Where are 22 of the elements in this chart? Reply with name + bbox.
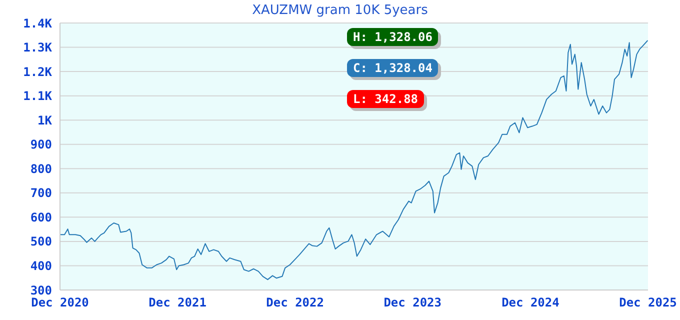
y-tick-label: 1.3K (23, 40, 53, 55)
annotation: L: 342.88 (347, 90, 424, 108)
y-tick-label: 400 (30, 258, 52, 273)
x-tick-label: Dec 2020 (31, 296, 89, 310)
y-tick-label: 900 (30, 138, 52, 152)
x-tick-label: Dec 2022 (266, 296, 324, 310)
x-tick-label: Dec 2025 (619, 296, 677, 310)
chart-title: XAUZMW gram 10K 5years (251, 3, 429, 18)
y-tick-label: 600 (30, 210, 52, 224)
y-tick-label: 1K (38, 113, 53, 128)
y-tick-label: 800 (30, 162, 52, 176)
y-tick-label: 500 (30, 234, 52, 249)
y-tick-label: 1.4K (23, 16, 53, 30)
y-tick-label: 1.1K (23, 89, 53, 104)
x-tick-label: Dec 2023 (384, 296, 442, 310)
y-tick-label: 1.2K (23, 64, 53, 79)
annotation: H: 1,328.06 (347, 28, 438, 46)
x-tick-label: Dec 2021 (148, 296, 206, 310)
x-tick-label: Dec 2024 (502, 296, 560, 310)
y-tick-label: 300 (30, 283, 52, 298)
annotation: C: 1,328.04 (347, 59, 438, 77)
y-tick-label: 700 (30, 186, 52, 200)
